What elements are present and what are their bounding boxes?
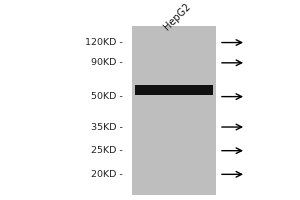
Text: 20KD -: 20KD - xyxy=(91,170,123,179)
Bar xyxy=(135,85,213,95)
Bar xyxy=(132,26,216,195)
Text: HepG2: HepG2 xyxy=(162,2,193,32)
Text: 25KD -: 25KD - xyxy=(91,146,123,155)
Text: 120KD -: 120KD - xyxy=(85,38,123,47)
Text: 90KD -: 90KD - xyxy=(91,58,123,67)
Text: 50KD -: 50KD - xyxy=(91,92,123,101)
Text: 35KD -: 35KD - xyxy=(91,123,123,132)
